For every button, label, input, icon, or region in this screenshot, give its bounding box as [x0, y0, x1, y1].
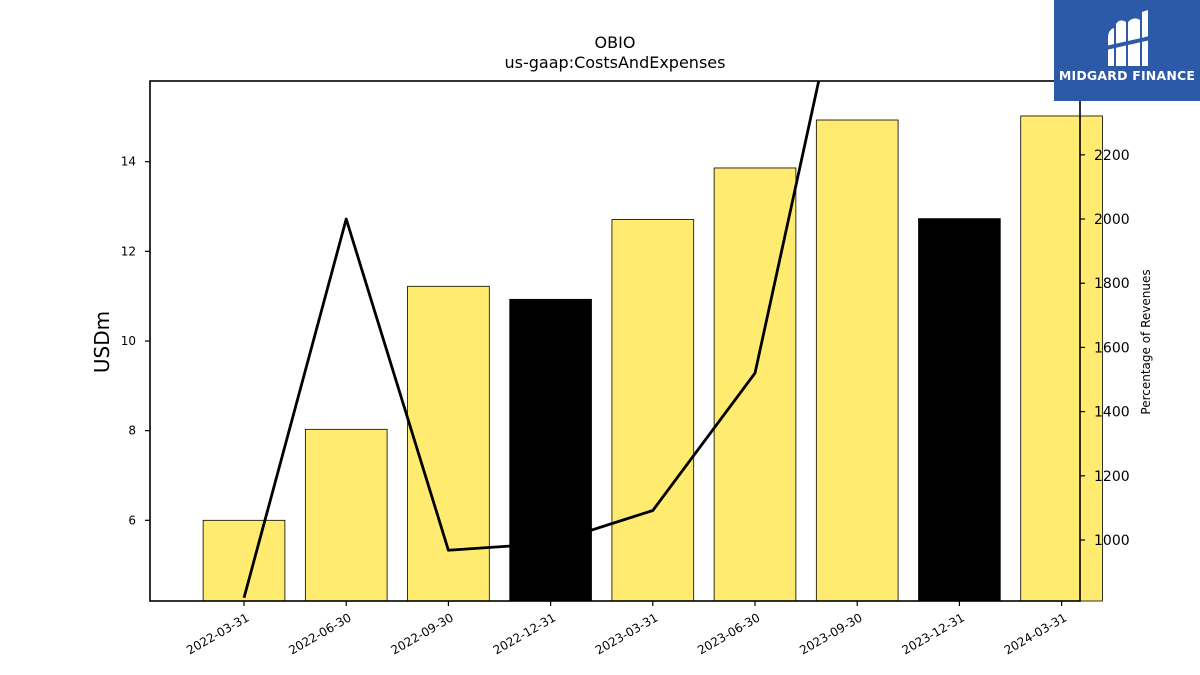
bar [1020, 115, 1103, 602]
x-tick-label: 2023-06-30 [695, 610, 762, 657]
x-tick-label: 2022-12-31 [491, 610, 558, 657]
y-axis-right: 1000 1200 1400 1600 1800 2000 2200 [1080, 148, 1130, 549]
x-tick-label: 2024-03-31 [1002, 610, 1069, 657]
y-tick-label: 6 [128, 513, 136, 527]
x-tick-label: 2023-12-31 [900, 610, 967, 657]
x-axis: 2022-03-31 2022-06-30 2022-09-30 2022-12-31… [184, 601, 1069, 657]
y2-tick-label: 1800 [1094, 276, 1130, 292]
bar [407, 285, 490, 602]
bar-series [202, 115, 1103, 602]
y-axis-label: USDm [90, 311, 114, 373]
y2-tick-label: 2000 [1094, 212, 1130, 228]
y2-tick-label: 1600 [1094, 340, 1130, 356]
y-tick-label: 12 [121, 244, 136, 258]
y2-tick-label: 1200 [1094, 469, 1130, 485]
y2-tick-label: 1400 [1094, 405, 1130, 421]
line-series [242, 81, 821, 599]
y2-tick-label: 1000 [1094, 533, 1130, 549]
x-tick-label: 2022-06-30 [286, 610, 353, 657]
line-path [242, 81, 821, 599]
bar [611, 219, 695, 602]
logo-text: MIDGARD FINANCE [1058, 68, 1196, 83]
bar [713, 167, 797, 602]
logo-mark-icon [1105, 10, 1151, 66]
brand-logo: MIDGARD FINANCE [1054, 0, 1200, 101]
bar [918, 218, 1001, 602]
y-axis-left: 6 8 10 12 14 [121, 155, 150, 527]
bar [815, 119, 899, 602]
y2-tick-label: 2200 [1094, 148, 1130, 164]
x-tick-label: 2022-09-30 [389, 610, 456, 657]
x-tick-label: 2023-03-31 [593, 610, 660, 657]
bar [509, 298, 592, 602]
x-tick-label: 2022-03-31 [184, 610, 251, 657]
bar [202, 519, 286, 602]
chart-title: OBIO [595, 33, 636, 52]
y-tick-label: 10 [121, 334, 136, 348]
x-tick-label: 2023-09-30 [797, 610, 864, 657]
bar [304, 428, 388, 602]
y-tick-label: 14 [121, 155, 136, 169]
y-tick-label: 8 [128, 424, 136, 438]
y2-axis-label: Percentage of Revenues [1139, 269, 1153, 414]
chart-subtitle: us-gaap:CostsAndExpenses [505, 53, 726, 72]
